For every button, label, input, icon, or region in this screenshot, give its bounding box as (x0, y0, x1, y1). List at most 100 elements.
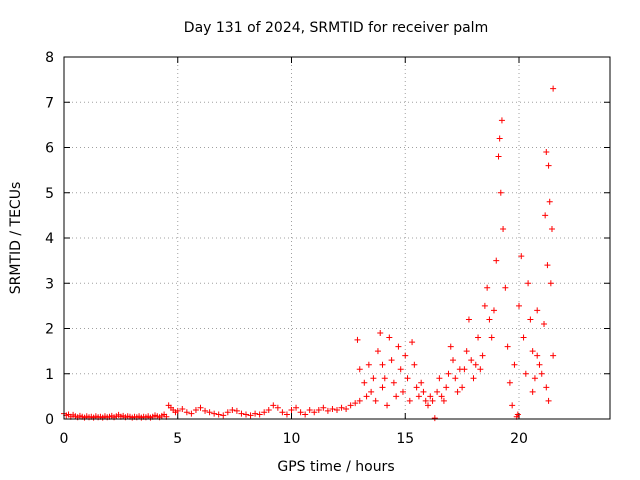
data-point (261, 409, 268, 416)
data-point (547, 280, 554, 287)
data-point (370, 375, 377, 382)
data-point (543, 384, 550, 391)
data-point (522, 370, 529, 377)
data-point (520, 334, 527, 341)
data-point (206, 409, 213, 416)
data-point (538, 370, 545, 377)
data-point (379, 361, 386, 368)
data-point (422, 397, 429, 404)
data-point (440, 397, 447, 404)
data-point (274, 404, 281, 411)
data-point (238, 410, 245, 417)
x-tick-label: 10 (283, 431, 301, 447)
data-point (542, 212, 549, 219)
data-point (334, 406, 340, 413)
data-point (418, 379, 425, 386)
data-point (279, 409, 286, 416)
y-tick-label: 7 (45, 95, 54, 111)
data-point (390, 379, 397, 386)
grid (64, 57, 610, 419)
y-tick-label: 2 (45, 322, 54, 338)
data-point (388, 357, 395, 364)
data-point (365, 361, 372, 368)
axis-ticks: 0 5 10 15 20 0 1 2 3 4 5 6 7 8 (45, 50, 610, 447)
data-point (497, 189, 504, 196)
data-point (420, 388, 427, 395)
data-point (465, 316, 472, 323)
data-point (354, 336, 361, 343)
data-point (529, 348, 536, 355)
data-point (518, 253, 525, 260)
data-point (402, 352, 409, 359)
data-point (529, 388, 536, 395)
data-point (283, 411, 290, 418)
y-tick-label: 5 (45, 186, 54, 202)
x-axis-label: GPS time / hours (277, 459, 394, 475)
data-point (452, 375, 459, 382)
data-point (252, 410, 259, 417)
data-point (511, 361, 518, 368)
data-point (361, 379, 368, 386)
data-point (506, 379, 513, 386)
data-point (545, 397, 552, 404)
data-point (338, 404, 345, 411)
data-point (256, 411, 263, 418)
data-point (516, 302, 522, 309)
data-point (488, 334, 495, 341)
data-point (386, 334, 393, 341)
data-point (247, 412, 254, 419)
data-point (500, 225, 507, 232)
data-point (356, 397, 363, 404)
data-point (363, 393, 370, 400)
data-point (447, 343, 454, 350)
data-point (404, 375, 411, 382)
data-point (197, 404, 204, 411)
data-point (493, 257, 500, 264)
data-point (188, 410, 195, 417)
y-tick-label: 3 (45, 276, 54, 292)
data-point (211, 410, 218, 417)
data-point (429, 397, 436, 404)
data-point (548, 225, 555, 232)
data-point (470, 375, 477, 382)
data-point (443, 384, 450, 391)
data-point (306, 406, 313, 413)
data-point (475, 334, 482, 341)
data-point (545, 162, 552, 169)
data-point (495, 153, 502, 160)
data-point (536, 361, 543, 368)
data-point (534, 352, 541, 359)
data-point (436, 375, 443, 382)
data-point (347, 402, 354, 409)
data-point (329, 406, 336, 413)
data-point (415, 393, 422, 400)
data-point (379, 384, 386, 391)
data-point (438, 393, 445, 400)
data-point (406, 397, 413, 404)
data-point (374, 348, 381, 355)
data-point (399, 388, 406, 395)
data-point (409, 339, 416, 346)
data-point (459, 384, 466, 391)
chart-title: Day 131 of 2024, SRMTID for receiver pal… (184, 20, 488, 36)
x-tick-label: 20 (510, 431, 528, 447)
data-point (514, 411, 521, 418)
y-axis-label: SRMTID / TECUs (8, 182, 24, 295)
data-point (395, 343, 402, 350)
data-point (302, 411, 309, 418)
data-point (192, 406, 199, 413)
data-point (174, 407, 181, 414)
data-point (224, 409, 231, 416)
data-point (384, 402, 391, 409)
data-point (413, 384, 420, 391)
data-point (502, 284, 509, 291)
data-point (202, 407, 209, 414)
data-point (450, 357, 457, 364)
data-point (352, 400, 359, 407)
y-tick-label: 1 (45, 367, 54, 383)
data-point (504, 343, 511, 350)
data-point (179, 406, 186, 413)
data-point (544, 262, 551, 269)
data-point (509, 402, 516, 409)
data-point (550, 352, 557, 359)
